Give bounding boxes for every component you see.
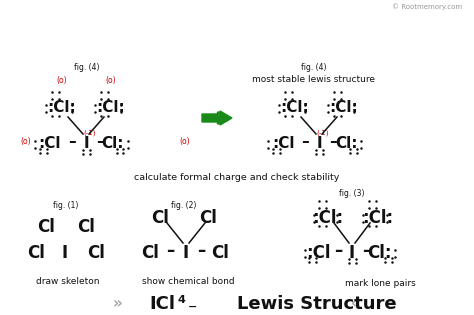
Text: © Rootmemory.com: © Rootmemory.com: [392, 4, 462, 10]
Text: «: «: [351, 296, 361, 312]
Text: (o): (o): [180, 138, 191, 146]
Text: (o): (o): [57, 77, 67, 85]
Text: Lewis Structure: Lewis Structure: [237, 295, 397, 313]
Text: :Cl:: :Cl:: [281, 100, 310, 116]
Text: Cl:: Cl:: [102, 136, 124, 152]
Text: :Cl: :Cl: [306, 244, 330, 262]
Text: –: –: [68, 135, 76, 150]
Text: (o): (o): [21, 138, 31, 146]
Text: Cl: Cl: [27, 244, 45, 262]
Text: I: I: [316, 136, 322, 152]
Text: fig. (1): fig. (1): [53, 201, 79, 209]
Text: »: »: [113, 296, 123, 312]
Text: mark lone pairs: mark lone pairs: [345, 278, 415, 288]
Text: –: –: [362, 242, 370, 260]
Text: Cl: Cl: [141, 244, 159, 262]
Text: :Cl: :Cl: [39, 136, 61, 152]
Text: –: –: [334, 242, 342, 260]
Text: –: –: [197, 242, 205, 260]
Text: show chemical bond: show chemical bond: [142, 277, 234, 285]
Text: Cl: Cl: [37, 218, 55, 236]
Text: fig. (3): fig. (3): [339, 188, 365, 198]
FancyArrow shape: [202, 111, 232, 125]
Text: Cl: Cl: [199, 209, 217, 227]
Text: 4: 4: [178, 295, 186, 305]
Text: Cl: Cl: [211, 244, 229, 262]
Text: fig. (2): fig. (2): [171, 201, 197, 209]
Text: I: I: [83, 136, 89, 152]
Text: I: I: [183, 244, 189, 262]
Text: fig. (4): fig. (4): [74, 64, 100, 72]
Text: ICl: ICl: [149, 295, 175, 313]
Text: most stable lewis structure: most stable lewis structure: [253, 75, 375, 83]
Text: Cl: Cl: [151, 209, 169, 227]
Text: Cl:: Cl:: [335, 136, 357, 152]
Text: I: I: [349, 244, 355, 262]
Text: :Cl:: :Cl:: [329, 100, 358, 116]
Text: :Cl: :Cl: [272, 136, 294, 152]
Text: calculate formal charge and check stability: calculate formal charge and check stabil…: [134, 173, 340, 181]
Text: –: –: [301, 135, 309, 150]
Text: −: −: [188, 302, 197, 312]
Text: :Cl:: :Cl:: [363, 209, 393, 227]
Text: (-1): (-1): [317, 130, 329, 136]
Text: –: –: [96, 135, 104, 150]
Text: (o): (o): [106, 77, 116, 85]
Text: :Cl:: :Cl:: [97, 100, 126, 116]
Text: Cl: Cl: [77, 218, 95, 236]
Text: :Cl:: :Cl:: [312, 209, 344, 227]
Text: –: –: [166, 242, 174, 260]
Text: (-1): (-1): [84, 130, 96, 136]
Text: Cl:: Cl:: [367, 244, 391, 262]
Text: I: I: [62, 244, 68, 262]
Text: :Cl:: :Cl:: [47, 100, 76, 116]
Text: draw skeleton: draw skeleton: [36, 277, 100, 285]
Text: –: –: [329, 135, 337, 150]
Text: Cl: Cl: [87, 244, 105, 262]
Text: fig. (4): fig. (4): [301, 62, 327, 72]
